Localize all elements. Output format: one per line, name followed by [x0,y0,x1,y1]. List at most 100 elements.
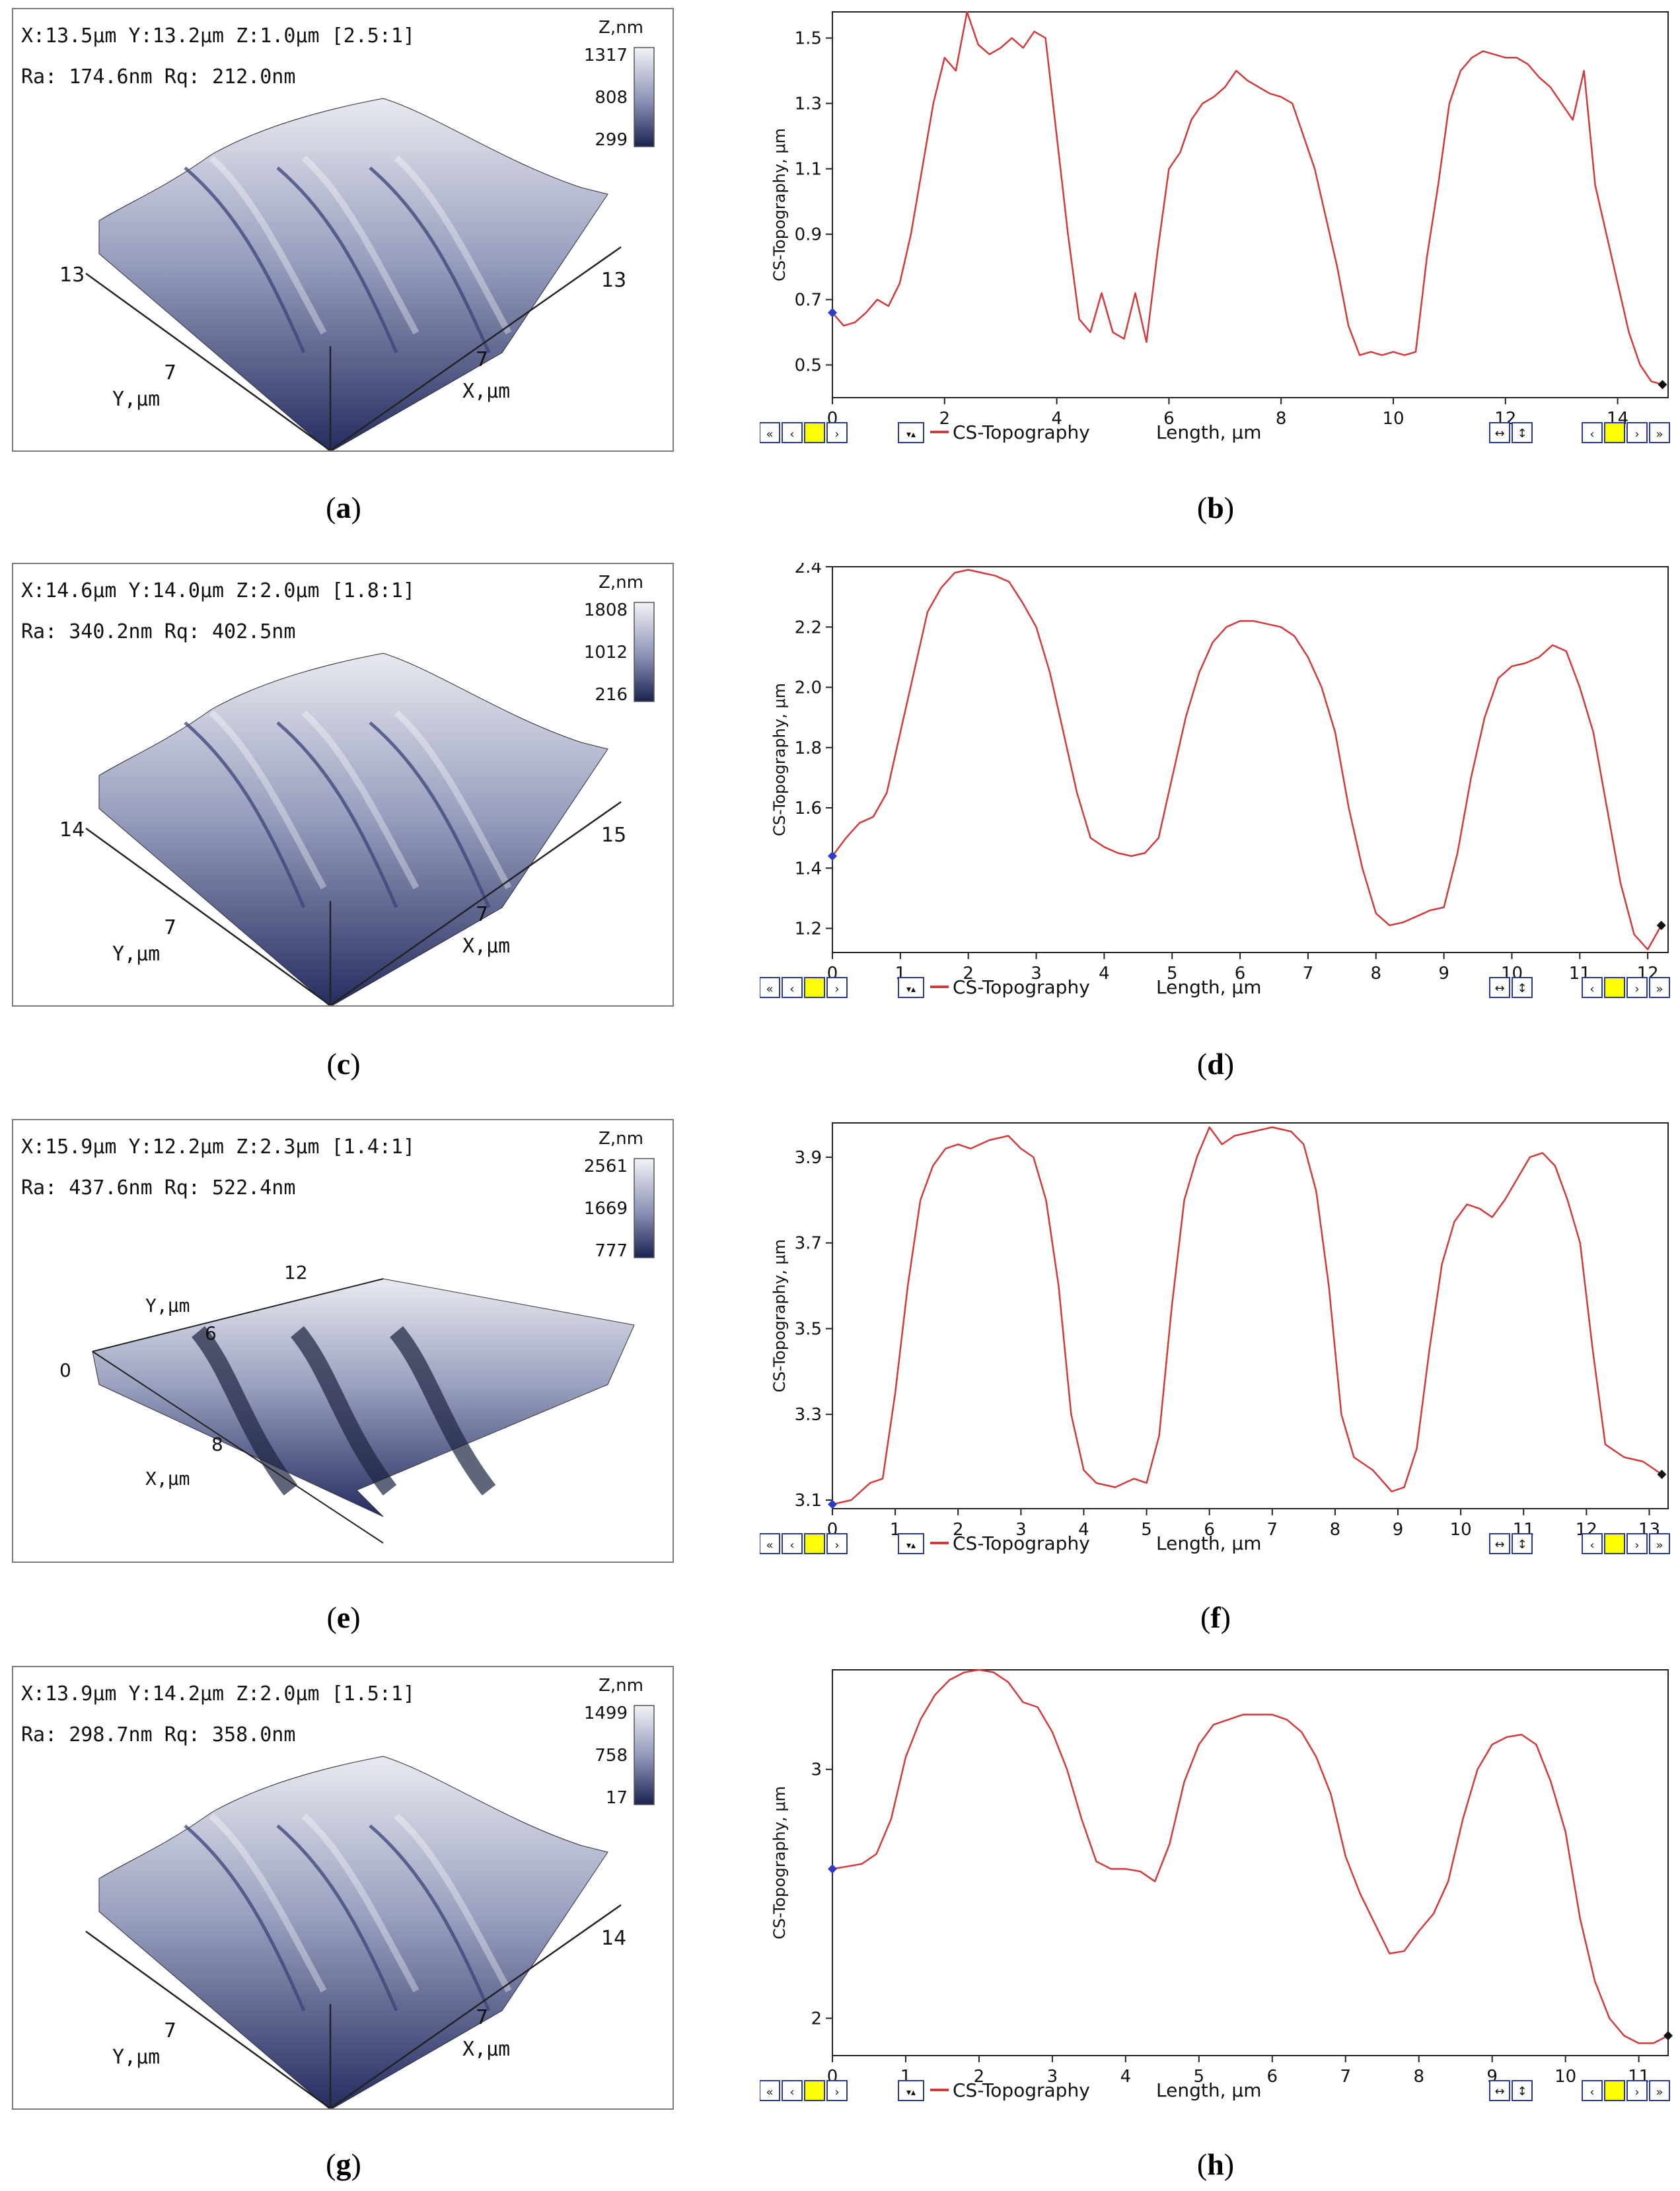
x-axis-label: Length, μm [1156,976,1261,998]
caption-a: (a) [326,491,361,524]
nav-button[interactable] [1626,2080,1648,2101]
nav-button[interactable] [759,977,780,998]
x-axis-label: Length, μm [1156,2079,1261,2101]
zoom-v-button[interactable] [1512,1533,1533,1554]
start-marker[interactable] [828,851,837,861]
nav-button[interactable] [1626,977,1648,998]
start-marker[interactable] [828,1864,837,1874]
nav-button[interactable] [1649,422,1670,443]
plot-area [832,11,1669,398]
nav-button[interactable] [804,977,825,998]
x-tick-label: 4 [1078,1520,1089,1540]
nav-glyph: ‹ [789,1538,794,1552]
nav-button[interactable] [1582,2080,1603,2101]
nav-button[interactable] [1582,1533,1603,1554]
legend-toggle[interactable] [898,977,924,998]
ridge-highlight [301,710,420,890]
nav-button[interactable] [782,2080,803,2101]
groove-line [184,721,306,908]
nav-button[interactable] [1649,2080,1670,2101]
nav-button[interactable] [804,2080,825,2101]
plot-area [832,566,1669,953]
y-tick-label: 2.4 [795,563,822,577]
start-marker[interactable] [828,1499,837,1509]
x-tick-label: 7 [1267,1520,1278,1540]
x-tick-label: 4 [1099,964,1110,984]
nav-button[interactable] [1626,422,1648,443]
caption-h: (h) [1196,2147,1235,2181]
nav-button[interactable] [804,422,825,443]
caption-b: (b) [1196,491,1235,524]
nav-button[interactable] [1649,977,1670,998]
x-axis-end-tick: 15 [601,824,626,847]
nav-button[interactable] [782,1533,803,1554]
nav-right-group: ‹ › » [1582,422,1670,443]
nav-button[interactable] [1626,1533,1648,1554]
zoom-v-glyph: ↕ [1517,982,1527,995]
zoom-h-button[interactable] [1489,2080,1510,2101]
z-colorbar [634,47,655,147]
nav-glyph: › [834,982,839,996]
zoom-h-button[interactable] [1489,977,1510,998]
nav-right-group: ‹ › » [1582,2080,1670,2101]
y-tick-label: 1.6 [795,799,822,818]
x-tick-label: 5 [1194,2067,1205,2087]
zoom-v-button[interactable] [1512,977,1533,998]
legend-toggle[interactable] [898,1533,924,1554]
end-marker[interactable] [1657,1470,1667,1480]
nav-button[interactable] [759,422,780,443]
z-tick-mid: 1669 [584,1199,628,1219]
nav-button[interactable] [1604,422,1625,443]
profile-line [832,1669,1669,2044]
nav-button[interactable] [1649,1533,1670,1554]
x-tick-label: 3 [1047,2067,1058,2087]
afm-panel-c: X:14.6μm Y:14.0μm Z:2.0μm [1.8:1] Ra: 340… [12,563,674,1007]
nav-glyph: › [834,1538,839,1552]
surface-body [92,1278,635,1517]
nav-button[interactable] [1604,2080,1625,2101]
nav-button[interactable] [826,977,848,998]
groove-line [369,166,491,353]
ridge-highlight [209,1813,327,1993]
start-marker[interactable] [828,308,837,318]
plot-area [832,1122,1669,1509]
nav-button[interactable] [1604,977,1625,998]
nav-button[interactable] [1582,977,1603,998]
nav-button[interactable] [782,422,803,443]
end-marker[interactable] [1658,380,1667,390]
y-tick-label: 1.4 [795,859,822,879]
zoom-h-glyph: ↔ [1494,2085,1504,2099]
end-marker[interactable] [1656,920,1666,930]
afm-scan-info: X:13.9μm Y:14.2μm Z:2.0μm [1.5:1] [21,1682,415,1706]
y-axis-line [85,1930,331,2108]
nav-button[interactable] [1604,1533,1625,1554]
x-tick-label: 7 [1340,2067,1351,2087]
y-tick-label: 2 [811,2009,822,2029]
caption-f: (f) [1200,1600,1231,1634]
end-marker[interactable] [1663,2030,1673,2040]
z-colorbar [634,602,655,702]
nav-button[interactable] [759,2080,780,2101]
legend-label: CS-Topography [953,2079,1090,2101]
nav-glyph: » [1656,2085,1663,2099]
nav-button[interactable] [826,1533,848,1554]
legend-label: CS-Topography [953,976,1090,998]
zoom-h-button[interactable] [1489,1533,1510,1554]
nav-button[interactable] [782,977,803,998]
legend-toggle[interactable] [898,422,924,443]
zoom-h-button[interactable] [1489,422,1510,443]
afm-surface [98,98,608,450]
nav-button[interactable] [1582,422,1603,443]
zoom-v-button[interactable] [1512,422,1533,443]
nav-button[interactable] [759,1533,780,1554]
nav-button[interactable] [804,1533,825,1554]
nav-button[interactable] [826,422,848,443]
afm-surface [98,1756,608,2108]
x-axis-line [330,1904,622,2108]
x-axis-label: X,μm [145,1468,190,1490]
nav-button[interactable] [826,2080,848,2101]
nav-left-group: « ‹ › [759,2080,848,2101]
zoom-v-button[interactable] [1512,2080,1533,2101]
legend-toggle[interactable] [898,2080,924,2101]
groove-line [184,166,306,353]
